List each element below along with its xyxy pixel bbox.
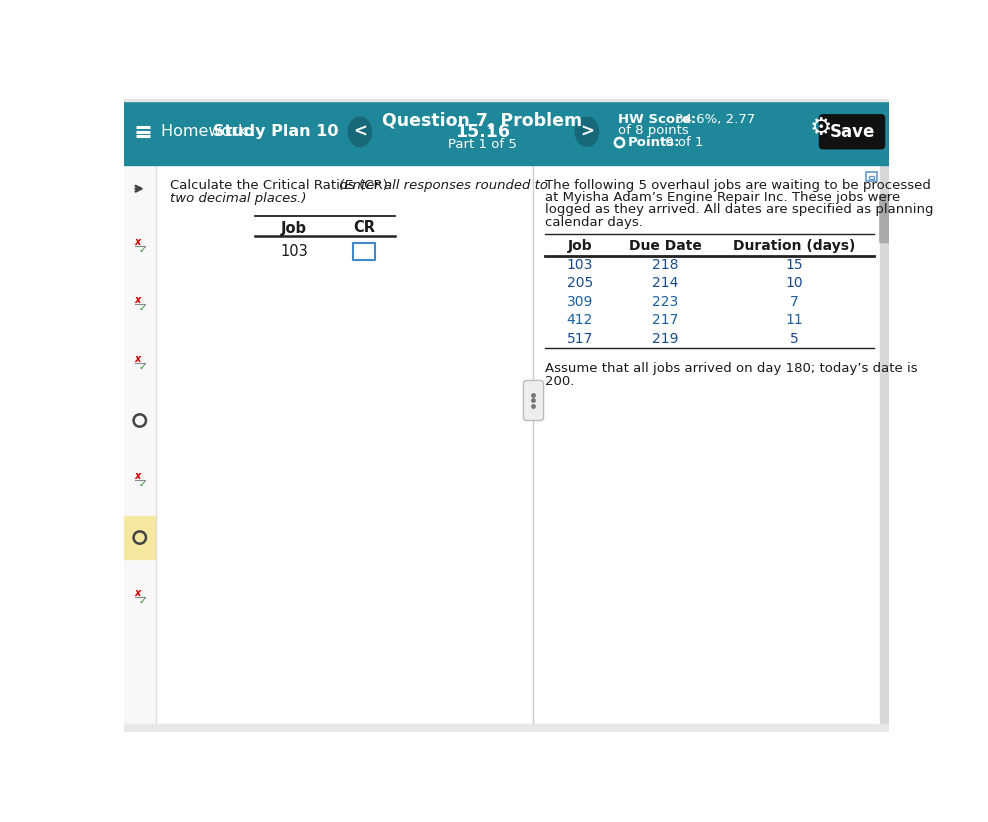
Text: 309: 309 xyxy=(567,295,593,309)
Bar xyxy=(880,165,889,732)
Text: 103: 103 xyxy=(281,243,308,259)
Text: x: x xyxy=(134,237,140,247)
Text: 11: 11 xyxy=(785,313,803,327)
Text: Points:: Points: xyxy=(627,136,680,149)
Text: two decimal places.): two decimal places.) xyxy=(170,192,306,205)
Text: 10: 10 xyxy=(785,276,803,290)
Text: 412: 412 xyxy=(567,313,593,327)
Text: 517: 517 xyxy=(567,332,593,346)
Text: Study Plan 10: Study Plan 10 xyxy=(213,124,339,139)
Text: 205: 205 xyxy=(567,276,593,290)
FancyBboxPatch shape xyxy=(880,195,889,242)
Text: Save: Save xyxy=(829,122,874,141)
Text: x: x xyxy=(134,588,140,598)
Bar xyxy=(865,172,876,181)
Bar xyxy=(124,516,156,559)
Text: ⚙: ⚙ xyxy=(810,116,832,140)
Bar xyxy=(353,243,374,261)
Text: 0 of 1: 0 of 1 xyxy=(661,136,703,149)
Text: >: > xyxy=(580,122,594,141)
Text: 218: 218 xyxy=(652,258,679,272)
Text: 200.: 200. xyxy=(545,375,574,388)
Text: 7: 7 xyxy=(790,295,799,309)
Bar xyxy=(124,99,889,165)
Text: Part 1 of 5: Part 1 of 5 xyxy=(448,137,517,150)
Ellipse shape xyxy=(348,117,371,146)
Text: x: x xyxy=(134,295,140,306)
Text: 34.6%, 2.77: 34.6%, 2.77 xyxy=(671,113,755,126)
Text: 214: 214 xyxy=(652,276,679,290)
Text: calendar days.: calendar days. xyxy=(545,215,643,229)
Text: ✓: ✓ xyxy=(138,245,146,255)
Ellipse shape xyxy=(575,117,599,146)
Text: Question 7, Problem: Question 7, Problem xyxy=(382,112,582,130)
FancyBboxPatch shape xyxy=(524,381,543,421)
Text: CR: CR xyxy=(353,220,374,235)
Text: 217: 217 xyxy=(652,313,679,327)
Text: Homework:: Homework: xyxy=(161,124,258,139)
Text: 15: 15 xyxy=(785,258,803,272)
Text: <: < xyxy=(353,122,367,141)
Text: The following 5 overhaul jobs are waiting to be processed: The following 5 overhaul jobs are waitin… xyxy=(545,178,931,192)
Text: x: x xyxy=(134,471,140,481)
Bar xyxy=(124,165,889,732)
FancyBboxPatch shape xyxy=(819,115,884,149)
Text: ✓: ✓ xyxy=(138,362,146,372)
Text: ✓: ✓ xyxy=(138,596,146,606)
Bar xyxy=(124,724,889,732)
Bar xyxy=(869,176,873,178)
Text: 219: 219 xyxy=(652,332,679,346)
Bar xyxy=(124,99,889,101)
Text: ✓: ✓ xyxy=(138,478,146,488)
Text: logged as they arrived. All dates are specified as planning: logged as they arrived. All dates are sp… xyxy=(545,203,934,216)
Bar xyxy=(124,165,156,732)
Text: Job: Job xyxy=(281,220,307,235)
Text: Due Date: Due Date xyxy=(628,239,701,253)
Text: (Enter all responses rounded to: (Enter all responses rounded to xyxy=(339,178,548,192)
Text: 15.16: 15.16 xyxy=(454,122,510,141)
Text: HW Score:: HW Score: xyxy=(618,113,697,126)
Text: Calculate the Critical Ratios (CR):: Calculate the Critical Ratios (CR): xyxy=(170,178,396,192)
Text: Job: Job xyxy=(568,239,592,253)
Text: of 8 points: of 8 points xyxy=(618,123,689,136)
Text: 5: 5 xyxy=(790,332,799,346)
Text: at Myisha Adam’s Engine Repair Inc. These jobs were: at Myisha Adam’s Engine Repair Inc. Thes… xyxy=(545,191,900,204)
Text: Assume that all jobs arrived on day 180; today’s date is: Assume that all jobs arrived on day 180;… xyxy=(545,362,918,375)
Text: x: x xyxy=(134,354,140,364)
Text: ✓: ✓ xyxy=(138,303,146,313)
Text: Duration (days): Duration (days) xyxy=(733,239,856,253)
Text: 223: 223 xyxy=(652,295,679,309)
Text: 103: 103 xyxy=(567,258,593,272)
